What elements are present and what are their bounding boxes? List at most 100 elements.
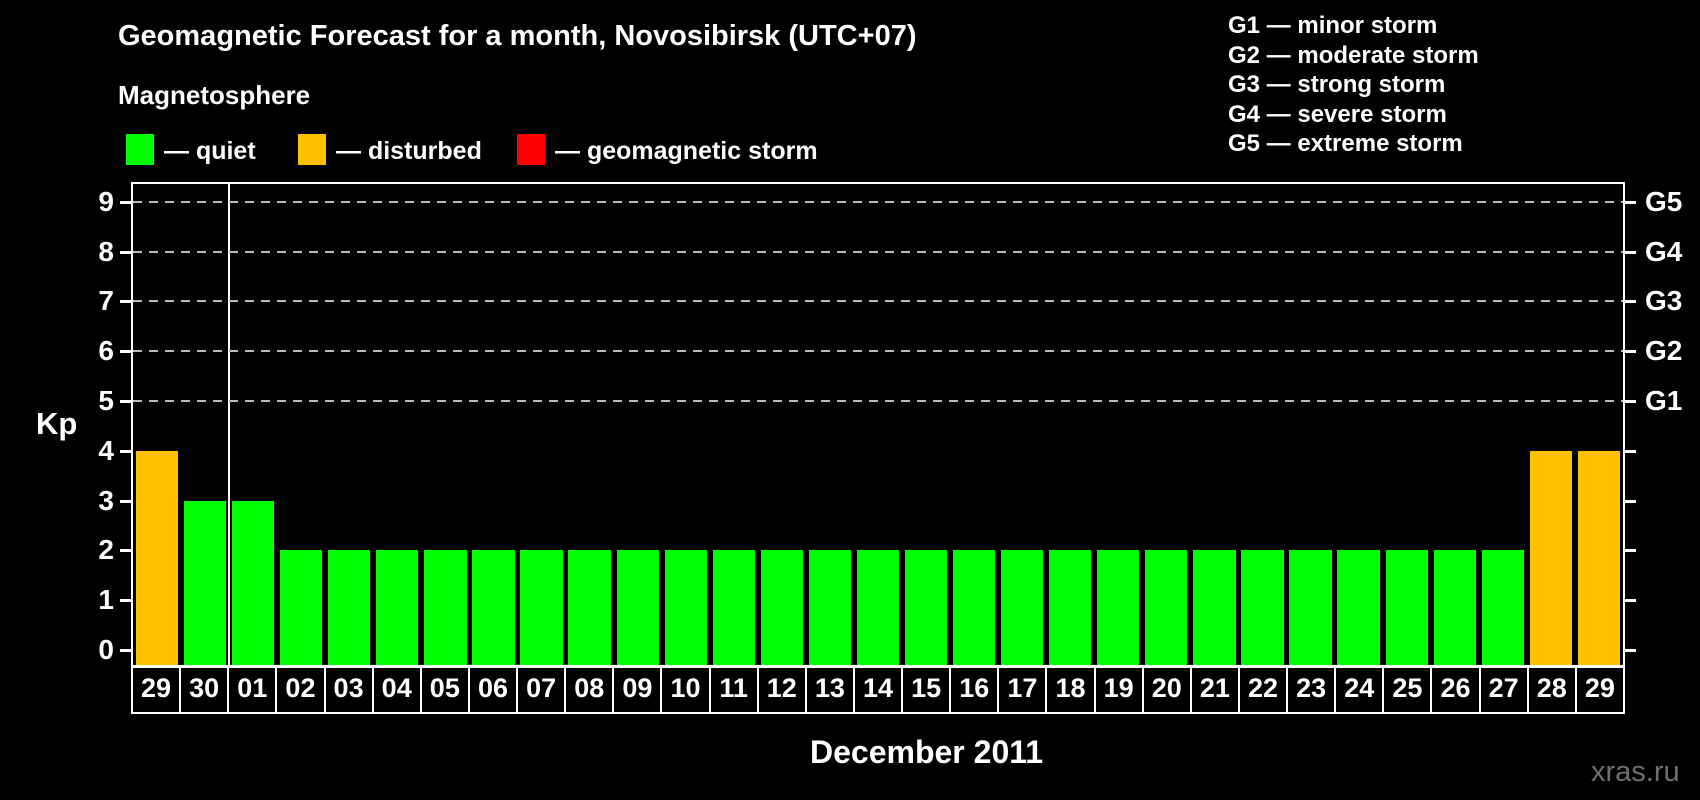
kp-bar-day-22 bbox=[1241, 550, 1284, 665]
y-tick-right-2 bbox=[1625, 549, 1636, 552]
y-tick-label-2: 2 bbox=[98, 534, 114, 565]
kp-bar-day-28 bbox=[1529, 451, 1572, 665]
kp-bar-day-16 bbox=[952, 550, 996, 665]
day-cell-17: 17 bbox=[999, 668, 1046, 712]
kp-bar-day-07 bbox=[520, 550, 563, 665]
day-cell-16: 16 bbox=[951, 668, 998, 712]
kp-bar-day-01 bbox=[232, 501, 275, 665]
bar-cell-day-05 bbox=[421, 184, 469, 665]
kp-bar-day-29 bbox=[1577, 451, 1621, 665]
y-tick-right-8 bbox=[1625, 251, 1636, 254]
gridline-kp-6 bbox=[133, 350, 1623, 352]
day-cell-30: 30 bbox=[181, 668, 228, 712]
y-tick-right-1 bbox=[1625, 599, 1636, 602]
y-tick-label-7: 7 bbox=[98, 285, 114, 316]
g-axis-label-G1: G1 bbox=[1645, 385, 1683, 416]
watermark: xras.ru bbox=[1591, 756, 1680, 788]
kp-bar-day-13 bbox=[808, 550, 852, 665]
g-scale-legend: G1 — minor storm G2 — moderate storm G3 — … bbox=[1228, 11, 1479, 159]
day-cell-08: 08 bbox=[566, 668, 613, 712]
kp-bar-day-20 bbox=[1145, 550, 1188, 665]
kp-bar-day-10 bbox=[664, 550, 707, 665]
bar-cell-day-25 bbox=[1383, 184, 1431, 665]
day-cell-02: 02 bbox=[277, 668, 324, 712]
y-tick-label-5: 5 bbox=[98, 385, 114, 416]
bar-cell-day-20 bbox=[1142, 184, 1190, 665]
g-legend-line-1: G1 — minor storm bbox=[1228, 12, 1438, 39]
kp-bar-day-18 bbox=[1049, 550, 1092, 665]
disturbed-legend-swatch bbox=[298, 134, 326, 165]
g-legend-line-5: G5 — extreme storm bbox=[1228, 130, 1463, 157]
chart-title: Geomagnetic Forecast for a month, Novosi… bbox=[118, 20, 917, 52]
day-cell-22: 22 bbox=[1239, 668, 1287, 712]
y-tick-left-7 bbox=[120, 300, 131, 303]
day-cell-06: 06 bbox=[469, 668, 517, 712]
day-cell-28: 28 bbox=[1528, 668, 1575, 712]
kp-bar-day-17 bbox=[1001, 550, 1044, 665]
bar-cell-day-08 bbox=[566, 184, 614, 665]
month-boundary-line bbox=[228, 184, 231, 665]
y-tick-right-5 bbox=[1625, 400, 1636, 403]
y-tick-right-3 bbox=[1625, 500, 1636, 503]
day-cell-19: 19 bbox=[1095, 668, 1142, 712]
bars-container bbox=[133, 184, 1623, 665]
gridline-kp-8 bbox=[133, 251, 1623, 253]
bar-cell-day-09 bbox=[614, 184, 662, 665]
kp-bar-day-25 bbox=[1385, 550, 1428, 665]
bar-cell-day-13 bbox=[806, 184, 854, 665]
day-cell-12: 12 bbox=[758, 668, 805, 712]
bar-cell-day-22 bbox=[1238, 184, 1286, 665]
y-tick-right-6 bbox=[1625, 350, 1636, 353]
bar-cell-day-27 bbox=[1479, 184, 1527, 665]
g-legend-line-4: G4 — severe storm bbox=[1228, 100, 1447, 128]
day-cell-15: 15 bbox=[903, 668, 950, 712]
storm-legend-swatch bbox=[517, 134, 545, 165]
bar-cell-day-16 bbox=[950, 184, 998, 665]
kp-bar-day-05 bbox=[424, 550, 467, 665]
kp-bar-day-09 bbox=[616, 550, 659, 665]
day-cell-14: 14 bbox=[854, 668, 902, 712]
bar-cell-day-17 bbox=[998, 184, 1046, 665]
y-tick-right-4 bbox=[1625, 450, 1636, 453]
day-cell-07: 07 bbox=[518, 668, 565, 712]
bar-cell-day-03 bbox=[325, 184, 373, 665]
y-tick-left-6 bbox=[120, 350, 131, 353]
bar-cell-day-26 bbox=[1431, 184, 1479, 665]
gridline-kp-5 bbox=[133, 400, 1623, 402]
quiet-legend-label: — quiet bbox=[164, 137, 256, 165]
y-tick-left-2 bbox=[120, 549, 131, 552]
day-cell-24: 24 bbox=[1336, 668, 1383, 712]
day-cell-18: 18 bbox=[1047, 668, 1094, 712]
y-tick-label-9: 9 bbox=[98, 186, 114, 217]
y-tick-left-0 bbox=[120, 649, 131, 652]
x-axis-title: December 2011 bbox=[810, 734, 1044, 770]
kp-bar-day-11 bbox=[712, 550, 755, 665]
y-tick-left-9 bbox=[120, 201, 131, 204]
gridline-kp-9 bbox=[133, 201, 1623, 203]
g-axis-label-G2: G2 bbox=[1645, 335, 1683, 366]
y-tick-label-8: 8 bbox=[98, 236, 114, 267]
day-cell-03: 03 bbox=[325, 668, 372, 712]
chart-subtitle: Magnetosphere bbox=[118, 80, 311, 110]
bar-cell-day-11 bbox=[710, 184, 758, 665]
bar-cell-day-18 bbox=[1046, 184, 1094, 665]
kp-bar-day-24 bbox=[1337, 550, 1380, 665]
bar-cell-day-29 bbox=[1575, 184, 1623, 665]
kp-bar-day-29 bbox=[135, 451, 179, 665]
kp-bar-day-14 bbox=[856, 550, 900, 665]
bar-cell-day-29 bbox=[133, 184, 181, 665]
bar-cell-day-12 bbox=[758, 184, 806, 665]
day-cell-13: 13 bbox=[806, 668, 853, 712]
day-cell-25: 25 bbox=[1384, 668, 1431, 712]
bar-cell-day-01 bbox=[229, 184, 277, 665]
y-tick-label-0: 0 bbox=[98, 634, 114, 665]
kp-bar-day-03 bbox=[328, 550, 371, 665]
bar-cell-day-28 bbox=[1527, 184, 1575, 665]
bar-cell-day-04 bbox=[373, 184, 421, 665]
kp-bar-day-19 bbox=[1097, 550, 1140, 665]
kp-bar-day-23 bbox=[1289, 550, 1332, 665]
y-tick-right-0 bbox=[1625, 649, 1636, 652]
day-cell-29: 29 bbox=[1576, 668, 1623, 712]
bar-cell-day-02 bbox=[277, 184, 325, 665]
